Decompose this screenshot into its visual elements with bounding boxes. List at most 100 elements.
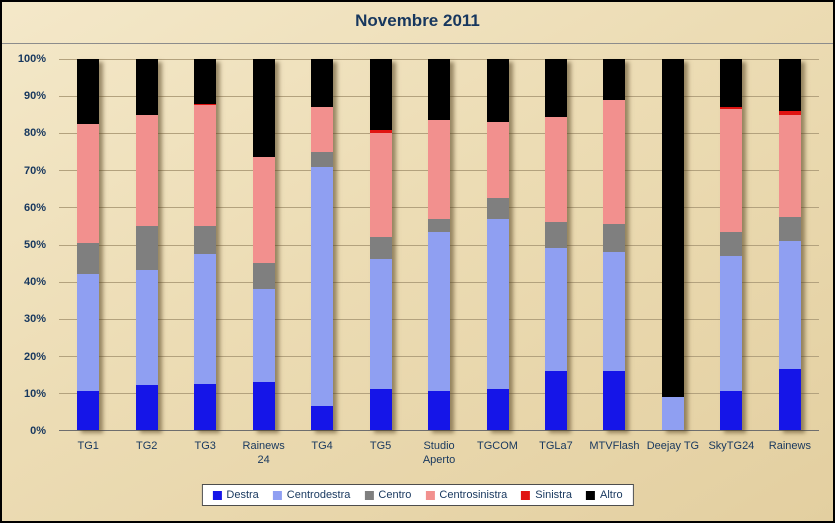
segment-Centrosinistra <box>252 157 275 264</box>
y-tick-label: 80% <box>23 127 46 140</box>
legend-item-Centrosinistra: Centrosinistra <box>425 489 507 501</box>
bar-Studio Aperto <box>428 59 451 430</box>
segment-Destra <box>603 370 626 430</box>
y-tick-label: 20% <box>23 350 46 363</box>
segment-Centrodestra <box>486 218 509 390</box>
bar-slot <box>234 59 292 430</box>
segment-Destra <box>369 389 392 430</box>
x-category-label: Deejay TG <box>646 440 700 452</box>
segment-Sinistra <box>720 107 743 110</box>
x-category-label: TG3 <box>194 440 216 452</box>
bar-Rainews <box>778 59 801 430</box>
segment-Destra <box>135 385 158 430</box>
segment-Altro <box>486 59 509 123</box>
segment-Altro <box>778 59 801 111</box>
segment-Centrodestra <box>135 270 158 386</box>
segment-Sinistra <box>778 110 801 115</box>
y-tick-label: 30% <box>23 313 46 326</box>
y-tick-label: 10% <box>23 387 46 400</box>
legend-label: Sinistra <box>535 489 572 501</box>
segment-Centrosinistra <box>603 99 626 225</box>
legend-swatch-icon <box>521 490 531 500</box>
segment-Centrodestra <box>428 231 451 392</box>
segment-Centrosinistra <box>428 120 451 219</box>
segment-Destra <box>311 405 334 430</box>
x-category-label: TG2 <box>136 440 158 452</box>
segment-Centrosinistra <box>544 116 567 223</box>
segment-Destra <box>428 391 451 430</box>
x-category-label: Rainews <box>768 440 811 452</box>
segment-Centrodestra <box>252 289 275 382</box>
segment-Centrosinistra <box>77 123 100 243</box>
segment-Centrosinistra <box>194 105 217 226</box>
x-category-label: Rainews 24 <box>242 440 285 466</box>
segment-Centrodestra <box>311 166 334 406</box>
segment-Destra <box>486 389 509 430</box>
x-category-label: TG5 <box>369 440 392 452</box>
segment-Centro <box>311 151 334 167</box>
segment-Centro <box>194 225 217 254</box>
bar-TG1 <box>77 59 100 430</box>
x-category-label: SkyTG24 <box>708 440 755 452</box>
legend-label: Altro <box>599 489 623 501</box>
bar-slot <box>468 59 526 430</box>
segment-Altro <box>661 59 684 397</box>
segment-Centrosinistra <box>720 109 743 232</box>
segment-Altro <box>252 59 275 158</box>
bar-TG4 <box>311 59 334 430</box>
y-tick-label: 90% <box>23 90 46 103</box>
legend-swatch-icon <box>364 490 374 500</box>
legend-swatch-icon <box>585 490 595 500</box>
segment-Altro <box>194 59 217 104</box>
bar-slot <box>410 59 468 430</box>
plot-area <box>59 59 819 431</box>
legend-item-Altro: Altro <box>585 489 623 501</box>
segment-Altro <box>428 59 451 121</box>
segment-Centrodestra <box>369 259 392 390</box>
legend-item-Centrodestra: Centrodestra <box>272 489 351 501</box>
legend-swatch-icon <box>212 490 222 500</box>
legend: Destra Centrodestra Centro Centrosinistra Si… <box>201 484 634 506</box>
x-category-label: TGCOM <box>477 440 518 452</box>
y-tick-label: 50% <box>23 239 46 251</box>
segment-Centrosinistra <box>135 114 158 226</box>
bar-TGCOM <box>486 59 509 430</box>
y-tick-label: 100% <box>17 53 46 65</box>
bar-slot <box>527 59 585 430</box>
legend-item-Centro: Centro <box>364 489 411 501</box>
segment-Altro <box>135 59 158 115</box>
segment-Altro <box>369 59 392 130</box>
segment-Centro <box>486 198 509 219</box>
bar-slot <box>351 59 409 430</box>
segment-Centro <box>428 218 451 232</box>
bar-TG2 <box>135 59 158 430</box>
bar-Deejay TG <box>661 59 684 430</box>
x-category-label: TG4 <box>311 440 333 452</box>
segment-Centrodestra <box>661 396 684 430</box>
bar-TGLa7 <box>544 59 567 430</box>
x-category-label: Studio Aperto <box>422 440 456 466</box>
segment-Altro <box>311 59 334 108</box>
bar-slot <box>293 59 351 430</box>
legend-label: Centrodestra <box>286 489 351 501</box>
y-tick-label: 60% <box>23 201 46 214</box>
segment-Centro <box>603 224 626 252</box>
segment-Sinistra <box>369 129 392 134</box>
x-axis-labels: TG1 TG2 TG3 Rainews 24 TG4 TG5 Studio Aperto TG… <box>59 439 819 467</box>
bar-slot <box>644 59 702 430</box>
x-category-label: MTVFlash <box>589 440 640 452</box>
segment-Centrosinistra <box>778 114 801 217</box>
legend-swatch-icon <box>272 490 282 500</box>
bar-TG3 <box>194 59 217 430</box>
bar-slot <box>59 59 117 430</box>
bar-SkyTG24 <box>720 59 743 430</box>
bar-TG5 <box>369 59 392 430</box>
segment-Centrodestra <box>603 251 626 371</box>
segment-Destra <box>194 383 217 430</box>
bar-Rainews 24 <box>252 59 275 430</box>
bar-slot <box>585 59 643 430</box>
segment-Centro <box>778 216 801 241</box>
segment-Altro <box>720 59 743 108</box>
segment-Centrosinistra <box>369 133 392 238</box>
